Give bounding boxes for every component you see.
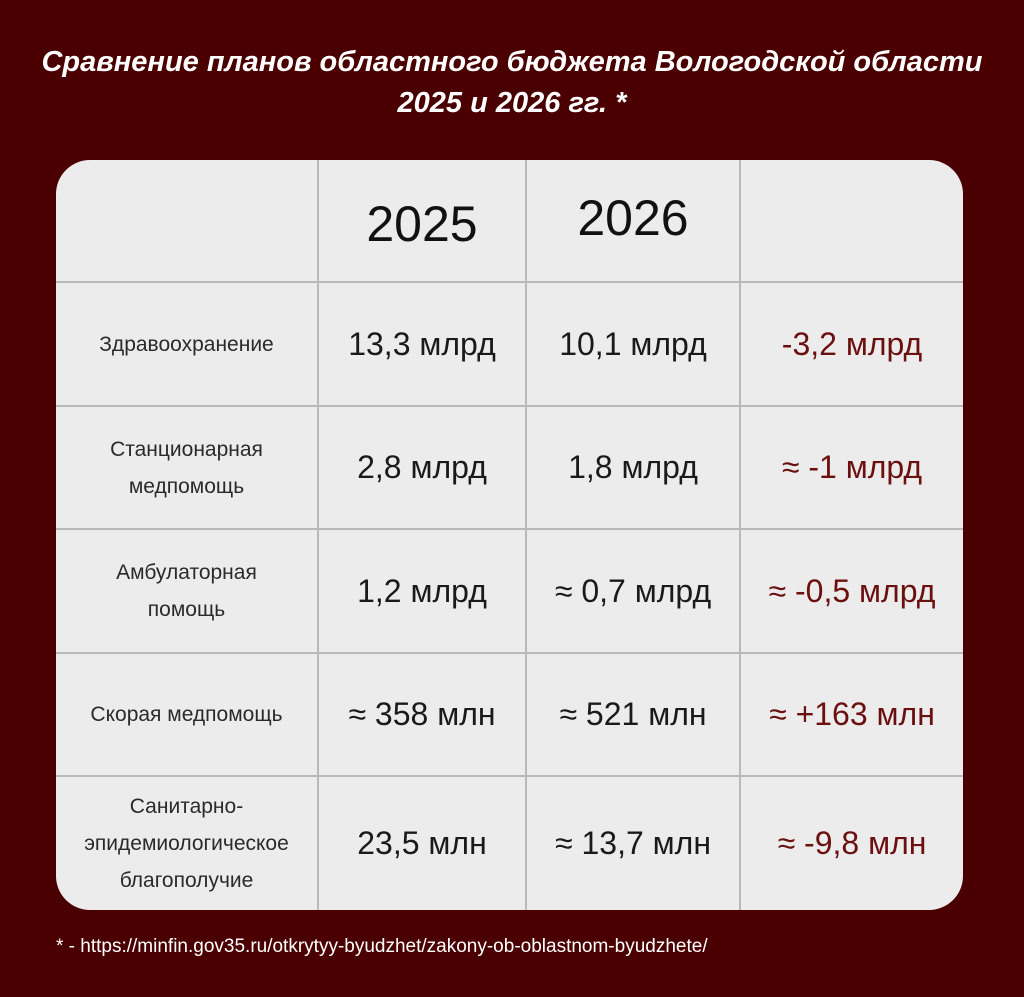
title-line-1: Сравнение планов областного бюджета Воло… xyxy=(41,46,983,78)
value-2026-outpatient-care: ≈ 0,7 млрд xyxy=(554,572,712,609)
header-year-2026: 2026 xyxy=(577,189,689,246)
source-footnote: * - https://minfin.gov35.ru/otkrytyy-byu… xyxy=(56,936,708,957)
row-label-healthcare: Здравоохранение xyxy=(99,332,274,356)
row-label-outpatient-care: Амбулаторная помощь xyxy=(116,561,257,621)
value-2025-inpatient-care: 2,8 млрд xyxy=(357,449,487,485)
row-label-inpatient-care: Станционарная медпомощь xyxy=(110,437,263,498)
value-2026-sanitary-wellbeing: ≈ 13,7 млн xyxy=(555,825,711,861)
difference-inpatient-care: ≈ -1 млрд xyxy=(781,449,923,485)
value-2026-emergency-care: ≈ 521 млн xyxy=(559,696,707,732)
column-divider xyxy=(739,160,741,910)
row-divider xyxy=(56,281,963,283)
value-2025-sanitary-wellbeing: 23,5 млн xyxy=(357,825,487,861)
difference-outpatient-care: ≈ -0,5 млрд xyxy=(768,572,936,609)
value-2026-healthcare: 10,1 млрд xyxy=(559,325,707,362)
difference-healthcare: -3,2 млрд xyxy=(781,325,923,362)
row-divider xyxy=(56,405,963,407)
difference-sanitary-wellbeing: ≈ -9,8 млн xyxy=(777,825,927,861)
value-2025-outpatient-care: 1,2 млрд xyxy=(357,572,487,609)
title-line-2: 2025 и 2026 гг. * xyxy=(397,87,627,119)
row-label-emergency-care: Скорая медпомощь xyxy=(90,703,283,726)
row-divider xyxy=(56,775,963,777)
column-divider xyxy=(317,160,319,910)
budget-comparison-table: 2025 2026 Здравоохранение 13,3 млрд 10,1… xyxy=(56,160,963,910)
row-divider xyxy=(56,652,963,654)
row-label-sanitary-wellbeing: Санитарно-эпидемиологическое благополучи… xyxy=(84,795,289,892)
value-2025-healthcare: 13,3 млрд xyxy=(348,325,496,362)
page-title: Сравнение планов областного бюджета Воло… xyxy=(0,42,1024,124)
value-2026-inpatient-care: 1,8 млрд xyxy=(568,449,698,485)
value-2025-emergency-care: ≈ 358 млн xyxy=(348,696,496,732)
difference-emergency-care: ≈ +163 млн xyxy=(769,696,935,732)
header-year-2025: 2025 xyxy=(366,195,478,252)
column-divider xyxy=(525,160,527,910)
row-divider xyxy=(56,528,963,530)
